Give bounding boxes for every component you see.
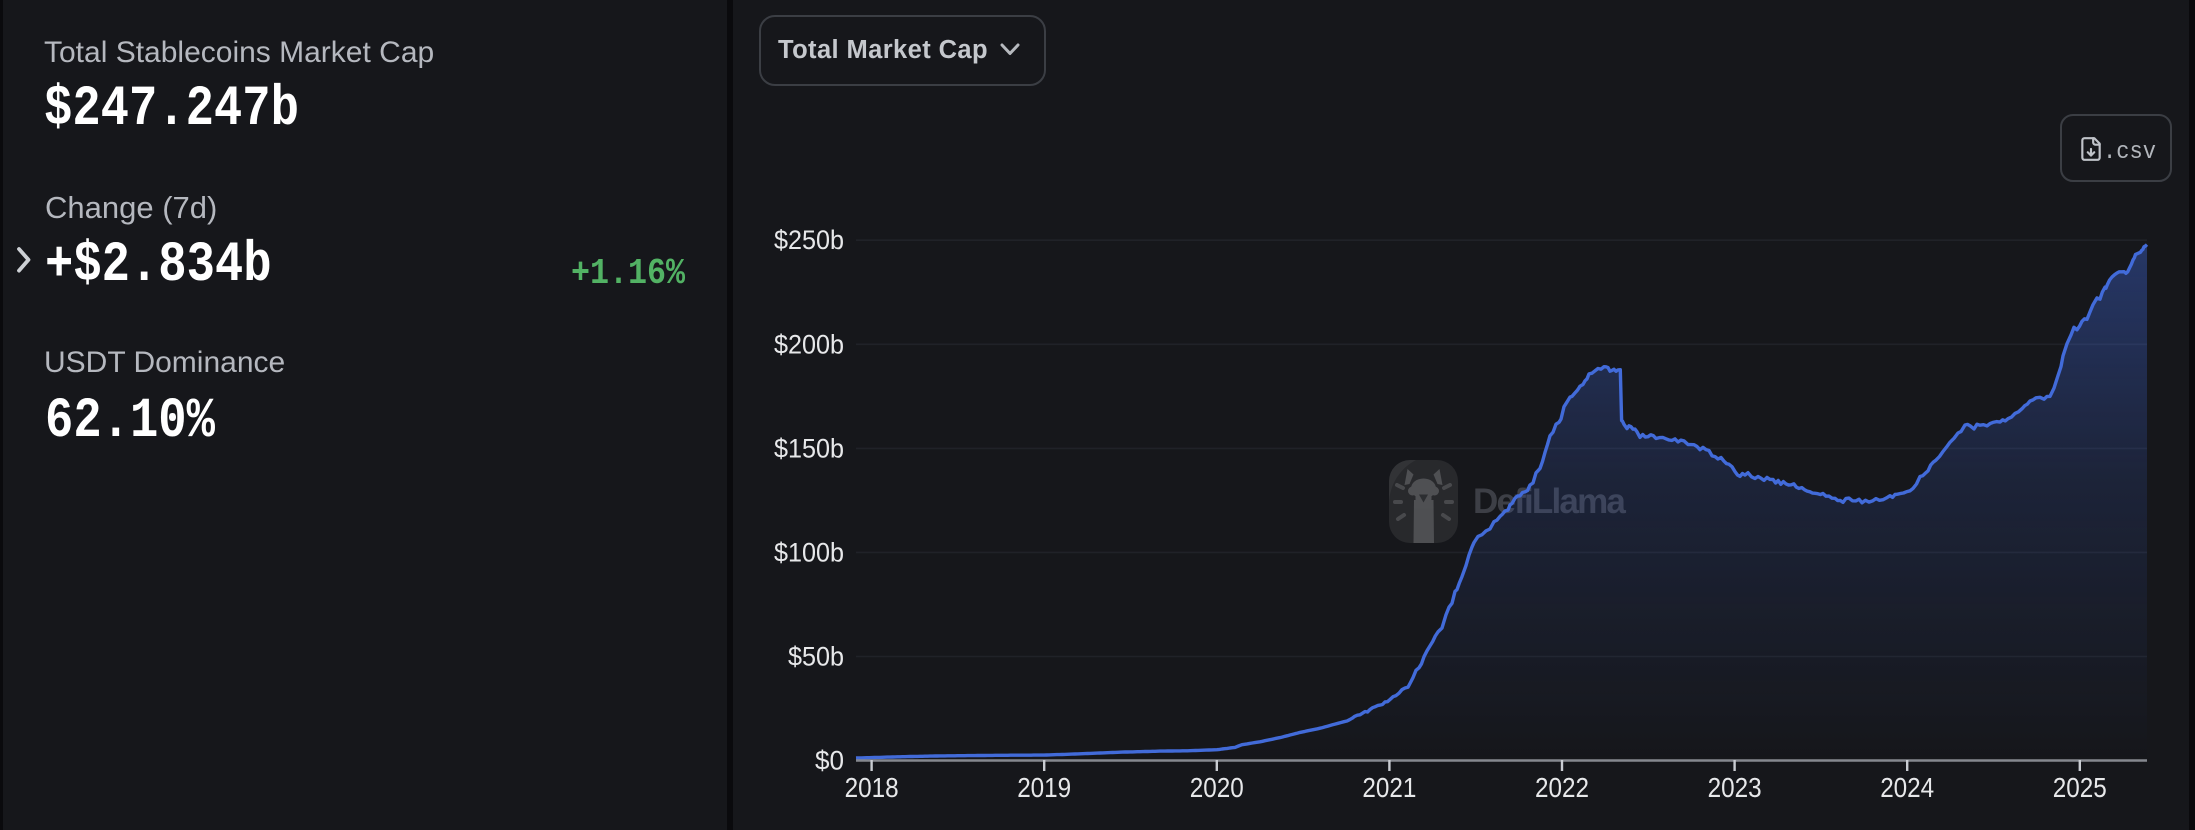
svg-text:2020: 2020 — [1190, 772, 1244, 803]
svg-text:$0: $0 — [815, 746, 844, 776]
svg-text:$250b: $250b — [774, 225, 844, 255]
svg-text:2025: 2025 — [2053, 772, 2107, 803]
svg-text:2024: 2024 — [1880, 772, 1934, 803]
svg-text:$200b: $200b — [774, 329, 844, 359]
svg-text:$150b: $150b — [774, 433, 844, 463]
svg-text:$100b: $100b — [774, 537, 844, 567]
svg-text:2019: 2019 — [1017, 772, 1071, 803]
svg-text:2021: 2021 — [1362, 772, 1416, 803]
svg-text:2022: 2022 — [1535, 772, 1589, 803]
svg-text:$50b: $50b — [788, 642, 844, 672]
svg-text:2023: 2023 — [1708, 772, 1762, 803]
svg-text:2018: 2018 — [845, 772, 899, 803]
